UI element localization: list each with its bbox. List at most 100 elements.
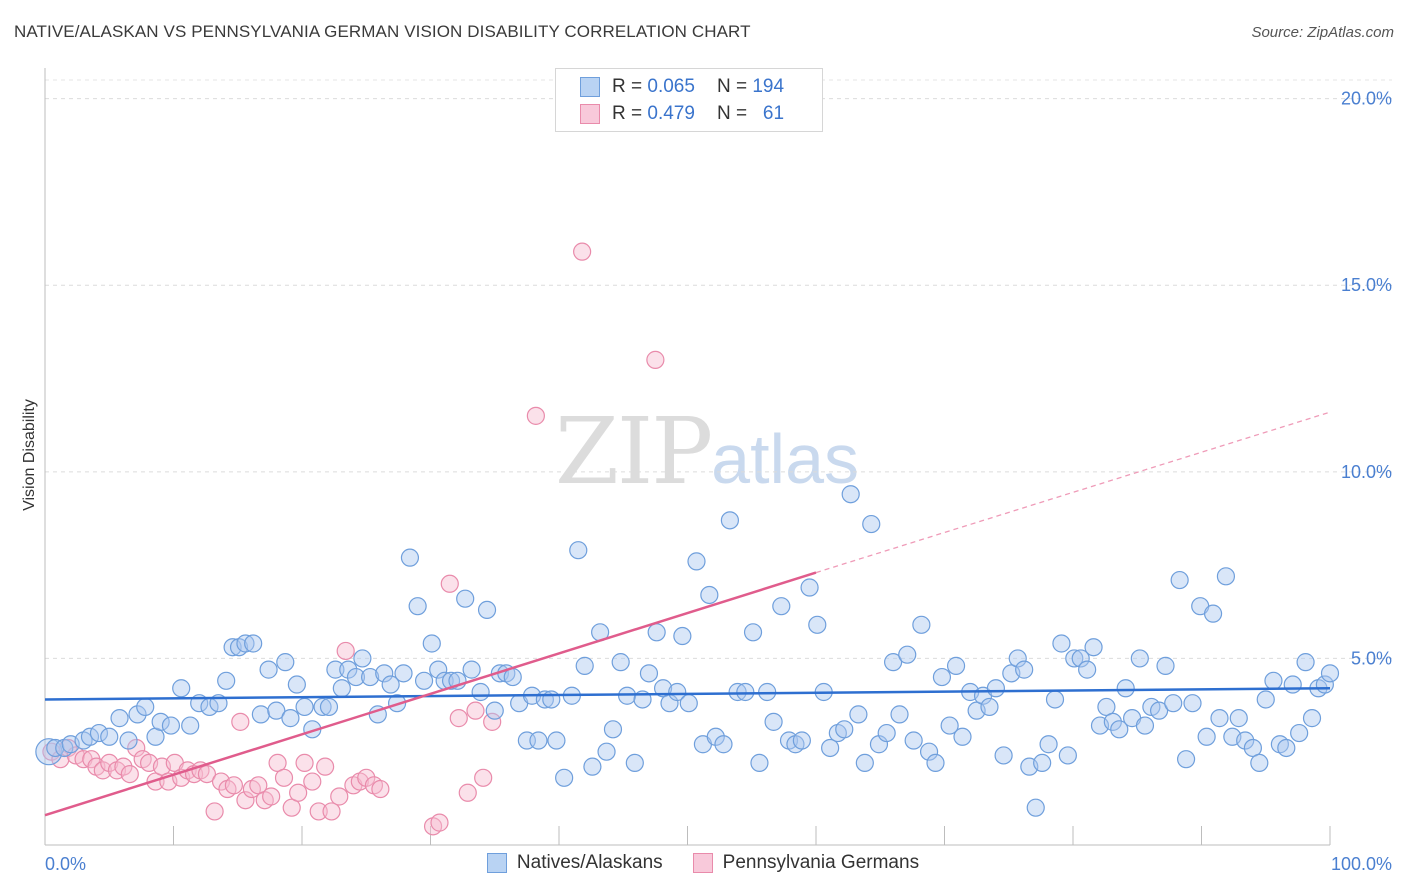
native-alaskan-point bbox=[940, 716, 959, 735]
native-alaskan-point bbox=[1078, 660, 1097, 679]
native-alaskan-point bbox=[287, 675, 306, 694]
native-alaskan-point bbox=[295, 697, 314, 717]
r-value-natives: 0.065 bbox=[647, 76, 695, 97]
pennsylvania-german-trend-line bbox=[44, 571, 817, 817]
axis-labels: 5.0% 10.0% 15.0% 20.0% 0.0% 100.0% Vision Disa… bbox=[21, 89, 1392, 874]
pennsylvania-german-trend-extension bbox=[815, 411, 1331, 574]
legend-swatch-blue bbox=[486, 853, 507, 873]
native-alaskan-point bbox=[1116, 679, 1135, 698]
r-label: R = bbox=[612, 76, 643, 97]
native-alaskan-point bbox=[1183, 694, 1202, 713]
native-alaskan-point bbox=[456, 589, 475, 608]
native-alaskan-point bbox=[980, 697, 999, 717]
native-alaskan-point bbox=[625, 753, 644, 773]
native-alaskan-point bbox=[764, 712, 783, 731]
pennsylvania-german-point bbox=[309, 802, 328, 821]
pennsylvania-german-point bbox=[371, 779, 390, 799]
native-alaskan-point bbox=[800, 578, 819, 597]
legend-row-penn-german: R = 0.479 N = 61 bbox=[580, 102, 784, 126]
n-value-natives: 194 bbox=[752, 76, 785, 97]
native-alaskan-point bbox=[808, 615, 827, 634]
native-alaskan-point bbox=[80, 727, 100, 746]
native-alaskan-point bbox=[841, 485, 860, 504]
pennsylvania-german-point bbox=[336, 641, 355, 661]
native-alaskan-point bbox=[912, 615, 931, 634]
native-alaskan-point bbox=[994, 746, 1013, 765]
axes bbox=[44, 68, 1331, 846]
native-alaskan-point bbox=[1320, 664, 1340, 683]
pennsylvania-german-point bbox=[114, 757, 133, 776]
native-alaskan-point bbox=[1277, 738, 1296, 758]
pennsylvania-german-point bbox=[120, 764, 139, 784]
native-alaskan-point bbox=[714, 735, 733, 754]
native-alaskan-point bbox=[673, 626, 692, 646]
native-alaskan-point bbox=[687, 552, 706, 571]
gridlines bbox=[45, 79, 1392, 659]
native-alaskan-point bbox=[326, 660, 345, 679]
legend-swatch-pink bbox=[580, 104, 600, 124]
native-alaskan-point bbox=[1026, 798, 1045, 817]
native-alaskan-point bbox=[281, 709, 300, 728]
native-alaskan-point bbox=[542, 690, 561, 709]
native-alaskan-point bbox=[1216, 567, 1236, 586]
native-alaskan-point bbox=[877, 723, 896, 743]
native-alaskan-point bbox=[904, 731, 923, 750]
pennsylvania-german-point bbox=[236, 791, 255, 810]
native-alaskan-point bbox=[792, 731, 811, 750]
pennsylvania-german-point bbox=[127, 738, 146, 758]
native-alaskan-point bbox=[381, 675, 400, 694]
native-alaskan-point bbox=[128, 705, 147, 724]
native-alaskan-point bbox=[400, 548, 420, 567]
legend-item-penn-german: Pennsylvania Germans bbox=[692, 852, 919, 874]
native-alaskan-point bbox=[946, 656, 966, 675]
native-alaskan-point bbox=[119, 731, 138, 750]
native-alaskan-point bbox=[706, 727, 725, 746]
native-alaskan-point bbox=[35, 738, 63, 766]
native-alaskan-point bbox=[1236, 731, 1255, 750]
native-alaskan-point bbox=[1197, 727, 1216, 746]
native-alaskan-point bbox=[1045, 690, 1065, 709]
native-alaskan-point bbox=[361, 667, 380, 687]
native-alaskan-point bbox=[1033, 753, 1052, 773]
native-alaskan-point bbox=[259, 660, 278, 679]
chart-title: NATIVE/ALASKAN VS PENNSYLVANIA GERMAN VI… bbox=[14, 22, 751, 41]
native-alaskan-trend-line bbox=[44, 687, 1331, 701]
native-alaskan-point bbox=[1130, 649, 1149, 668]
native-alaskan-point bbox=[736, 682, 755, 702]
native-alaskan-point bbox=[862, 514, 881, 534]
native-alaskan-point bbox=[1229, 709, 1248, 728]
pennsylvania-german-point bbox=[440, 574, 459, 593]
native-alaskan-point bbox=[100, 727, 119, 746]
native-alaskan-point bbox=[1164, 694, 1183, 713]
native-alaskan-point bbox=[319, 697, 339, 717]
native-alaskan-point bbox=[244, 634, 263, 653]
native-alaskan-point bbox=[919, 742, 939, 761]
native-alaskan-point bbox=[485, 701, 504, 720]
pennsylvania-german-point bbox=[357, 768, 376, 787]
native-alaskan-point bbox=[339, 660, 358, 679]
trend-lines bbox=[44, 411, 1331, 817]
n-value-penn-german: 61 bbox=[762, 103, 785, 124]
legend-item-natives: Natives/Alaskans bbox=[486, 852, 663, 874]
native-alaskan-point bbox=[1156, 656, 1175, 675]
native-alaskan-point bbox=[1058, 746, 1077, 765]
native-alaskan-point bbox=[569, 541, 588, 560]
pennsylvania-german-point bbox=[295, 753, 314, 773]
native-alaskan-point bbox=[926, 753, 945, 773]
native-alaskan-point bbox=[583, 757, 602, 776]
native-alaskan-point bbox=[603, 720, 623, 739]
native-alaskan-point bbox=[1135, 716, 1155, 735]
native-alaskan-point bbox=[898, 645, 917, 664]
native-alaskan-point bbox=[1008, 649, 1027, 668]
pennsylvania-german-point bbox=[466, 701, 485, 720]
pennsylvania-german-point bbox=[93, 761, 112, 780]
n-label: N = bbox=[716, 76, 748, 97]
native-alaskan-point bbox=[1052, 634, 1071, 653]
stats-legend: R = 0.065 N = 194 R = 0.479 N = 61 bbox=[555, 68, 823, 132]
native-alaskan-point bbox=[1264, 671, 1283, 690]
pennsylvania-german-point bbox=[646, 350, 665, 369]
r-value-penn-german: 0.479 bbox=[647, 103, 695, 124]
native-alaskan-point bbox=[890, 705, 909, 724]
native-alaskan-point bbox=[1210, 709, 1229, 728]
pennsylvania-german-point bbox=[526, 406, 545, 425]
